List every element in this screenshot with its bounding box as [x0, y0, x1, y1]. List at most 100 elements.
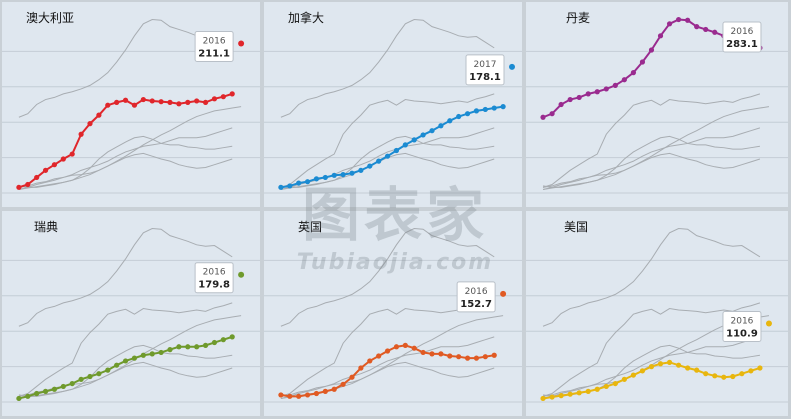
series-line: [280, 105, 504, 189]
background-series-line: [18, 152, 233, 190]
data-point: [322, 174, 328, 181]
data-point: [612, 380, 618, 387]
panel-plot: 2017 178.1: [264, 19, 522, 194]
data-point: [420, 132, 426, 138]
tooltip-value: 211.1: [198, 49, 230, 60]
data-point: [287, 183, 293, 189]
panel-australia: 2016 211.1 澳大利亚: [2, 2, 260, 207]
data-point: [42, 167, 49, 173]
background-series-line: [542, 106, 770, 188]
panel-plot: 2016 110.9: [526, 228, 788, 403]
panel-title: 瑞典: [34, 220, 59, 234]
background-series-line: [542, 93, 761, 188]
data-point: [331, 172, 337, 178]
data-point: [402, 342, 408, 348]
data-point: [87, 373, 93, 380]
data-point: [176, 101, 182, 107]
tooltip-year: 2016: [203, 37, 226, 47]
data-point: [473, 355, 480, 361]
data-point: [304, 392, 311, 398]
data-point: [384, 153, 391, 159]
data-point: [158, 349, 164, 356]
data-point: [322, 388, 328, 394]
data-point: [748, 368, 754, 374]
tooltip-year: 2017: [474, 60, 497, 70]
data-point: [87, 121, 93, 127]
background-series-line: [542, 302, 761, 397]
data-point: [140, 352, 146, 358]
data-point: [358, 167, 364, 173]
data-point: [202, 99, 209, 105]
data-point: [176, 344, 182, 350]
data-point: [304, 179, 311, 185]
background-series-line: [280, 361, 495, 399]
data-point: [78, 131, 84, 137]
data-point: [34, 390, 40, 397]
data-point: [491, 105, 497, 111]
data-point: [185, 344, 191, 350]
data-point: [393, 344, 400, 350]
data-point: [712, 29, 718, 35]
data-point: [621, 376, 627, 382]
data-point: [540, 395, 546, 402]
data-point: [648, 47, 655, 53]
data-point: [694, 24, 700, 30]
data-point: [567, 391, 573, 397]
data-point: [594, 89, 600, 95]
data-point: [185, 99, 191, 105]
data-point: [447, 118, 453, 124]
data-point: [703, 26, 709, 33]
data-point: [60, 156, 66, 162]
data-point: [482, 106, 488, 113]
tooltip-year: 2016: [731, 316, 754, 326]
data-point: [278, 392, 284, 398]
panel-title: 丹麦: [566, 11, 591, 25]
background-series-line: [18, 228, 233, 327]
data-point: [482, 354, 488, 360]
data-point: [376, 353, 382, 359]
panel-usa: 2016 110.9 美国: [526, 211, 788, 416]
data-point: [567, 96, 573, 103]
data-point: [491, 352, 497, 358]
data-point: [402, 142, 408, 148]
data-point: [464, 355, 471, 361]
background-series-line: [280, 93, 495, 188]
data-point: [603, 383, 609, 390]
background-series-line: [542, 135, 761, 188]
data-point: [105, 367, 111, 373]
data-point: [331, 386, 337, 392]
tooltip-value: 152.7: [460, 299, 492, 310]
data-point: [757, 365, 763, 371]
panel-sweden: 2016 179.8 瑞典: [2, 211, 260, 416]
data-point: [220, 94, 226, 100]
data-point: [384, 348, 391, 354]
data-point: [349, 170, 355, 176]
background-series-line: [542, 336, 761, 399]
data-point: [211, 339, 218, 346]
tooltip-year: 2016: [731, 27, 754, 37]
background-series-line: [18, 106, 242, 188]
data-point: [78, 376, 84, 382]
panel-title: 美国: [564, 220, 589, 234]
data-point: [42, 388, 49, 394]
data-point: [229, 91, 235, 97]
data-point: [612, 82, 618, 88]
data-point: [675, 16, 682, 23]
background-series-line: [18, 344, 233, 397]
data-point: [685, 365, 691, 371]
panel-plot: 2016 179.8: [2, 228, 260, 403]
data-point: [603, 86, 609, 92]
data-point: [456, 113, 462, 120]
data-point: [464, 111, 471, 117]
data-point: [96, 112, 102, 118]
data-point: [639, 59, 646, 65]
data-point: [34, 174, 40, 181]
data-point: [51, 162, 58, 168]
data-point: [685, 17, 691, 23]
data-point-latest: [509, 63, 515, 70]
data-point: [429, 128, 435, 134]
background-series-line: [18, 302, 233, 397]
data-point: [648, 364, 655, 370]
data-point: [712, 373, 718, 379]
